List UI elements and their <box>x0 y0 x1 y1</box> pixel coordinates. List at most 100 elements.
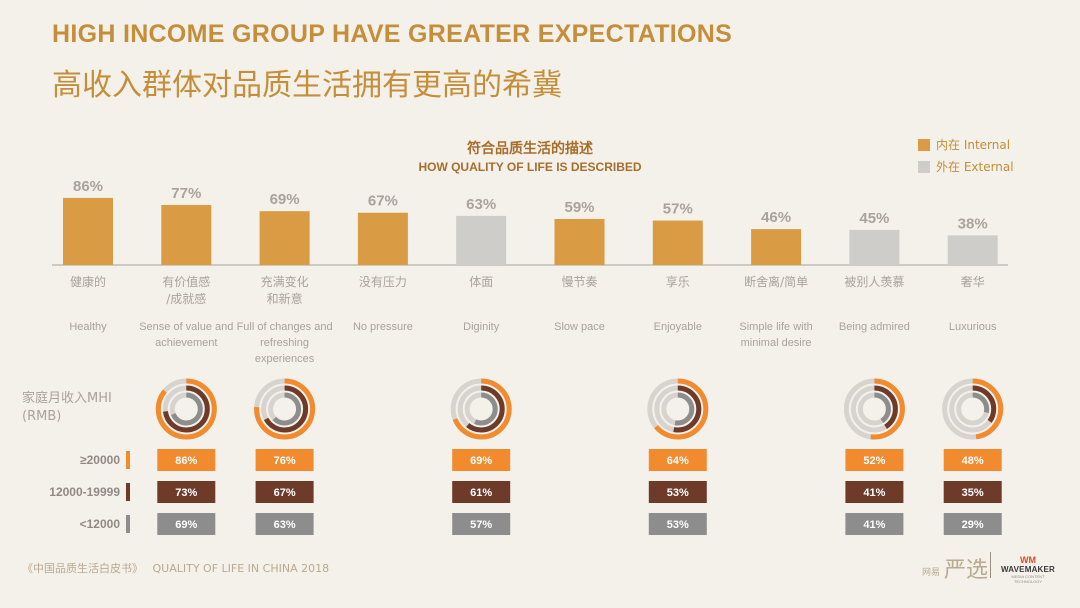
category-label-en: minimal desire <box>741 337 812 349</box>
income-value-label: 69% <box>175 519 197 531</box>
category-label-cn: 奢华 <box>961 275 985 289</box>
income-value-label: 57% <box>470 519 492 531</box>
bar-value-label: 46% <box>761 209 791 226</box>
category-label-cn: /成就感 <box>166 291 206 306</box>
income-value-label: 86% <box>175 455 197 467</box>
category-label-en: refreshing <box>260 337 309 349</box>
category-label-en: achievement <box>155 337 217 349</box>
income-value-box <box>648 481 707 503</box>
ring-progress <box>457 385 505 433</box>
wavemaker-mark: WM <box>1020 555 1036 565</box>
category-label-cn: 断舍离/简单 <box>744 274 808 289</box>
income-axis-label: (RMB) <box>22 409 61 424</box>
income-value-box <box>157 513 216 535</box>
income-value-label: 52% <box>863 455 885 467</box>
bar <box>161 204 212 265</box>
income-value-label: 64% <box>667 455 689 467</box>
bar <box>259 211 310 265</box>
ring-progress <box>254 378 316 440</box>
wavemaker-tagline: MEDIA CONTENT TECHNOLOGY <box>1011 574 1045 584</box>
bar-value-label: 45% <box>859 210 889 227</box>
income-value-label: 53% <box>667 487 689 499</box>
bar-value-label: 86% <box>73 178 103 195</box>
income-value-box <box>845 449 904 471</box>
bar-value-label: 38% <box>958 215 988 232</box>
bar-value-label: 59% <box>564 199 594 216</box>
yanxuan-logo-text: 严选 <box>944 558 989 583</box>
ring-progress <box>661 392 695 426</box>
ring-progress <box>942 378 1004 440</box>
bar <box>751 229 802 265</box>
ring-progress <box>464 392 498 426</box>
ring-progress <box>261 385 309 433</box>
ring-progress <box>654 385 702 433</box>
income-value-label: 67% <box>274 487 296 499</box>
ring-progress <box>949 385 997 433</box>
income-group-label: ≥20000 <box>80 453 120 467</box>
income-value-box <box>845 481 904 503</box>
category-label-cn: 没有压力 <box>359 274 407 289</box>
legend-internal-swatch <box>918 138 930 151</box>
ring-progress <box>450 378 512 440</box>
bar <box>63 197 113 265</box>
income-value-label: 63% <box>274 519 296 531</box>
income-value-box <box>452 481 511 503</box>
income-value-box <box>157 481 216 503</box>
income-value-box <box>255 449 314 471</box>
income-value-label: 76% <box>274 455 296 467</box>
bar <box>947 235 998 265</box>
income-value-box <box>648 449 707 471</box>
income-value-label: 53% <box>667 519 689 531</box>
income-value-label: 69% <box>470 455 492 467</box>
income-value-label: 41% <box>863 519 885 531</box>
income-value-box <box>943 449 1002 471</box>
category-label-en: Enjoyable <box>654 321 702 333</box>
legend-internal-label: 内在 Internal <box>936 138 1011 152</box>
category-label-en: Full of changes and <box>237 321 333 333</box>
ring-progress <box>647 378 709 440</box>
ring-progress <box>850 385 898 433</box>
bar <box>357 212 408 265</box>
income-value-label: 73% <box>175 487 197 499</box>
chart-title: 符合品质生活的描述 <box>467 141 593 157</box>
category-label-cn: 享乐 <box>666 274 690 289</box>
category-label-en: Slow pace <box>554 321 605 333</box>
bar <box>849 229 900 265</box>
income-group-label: <12000 <box>80 517 121 531</box>
income-value-box <box>157 449 216 471</box>
legend-external: 外在 External <box>918 158 1014 175</box>
income-value-label: 41% <box>863 487 885 499</box>
income-group-marker <box>126 515 130 533</box>
category-label-en: Sense of value and <box>139 321 233 333</box>
ring-progress <box>843 378 905 440</box>
ring-progress <box>155 378 217 440</box>
ring-progress <box>956 392 990 426</box>
bar-value-label: 77% <box>171 185 201 202</box>
bar-value-label: 69% <box>270 191 300 208</box>
footer-source: 《中国品质生活白皮书》 QUALITY OF LIFE IN CHINA 201… <box>22 560 329 576</box>
income-value-box <box>255 481 314 503</box>
income-value-label: 35% <box>962 487 984 499</box>
income-value-box <box>255 513 314 535</box>
income-value-box <box>845 513 904 535</box>
category-label-cn: 被别人羡慕 <box>844 274 904 289</box>
wavemaker-logo: WM WAVEMAKER MEDIA CONTENT TECHNOLOGY <box>998 555 1058 584</box>
bar <box>652 220 703 265</box>
legend-external-label: 外在 External <box>936 160 1014 174</box>
page-title-cn: 高收入群体对品质生活拥有更高的希冀 <box>52 68 562 103</box>
income-value-label: 48% <box>962 455 984 467</box>
income-group-label: 12000-19999 <box>49 485 120 499</box>
bar <box>554 218 605 265</box>
category-label-cn: 慢节奏 <box>561 275 597 289</box>
ring-progress <box>857 392 891 426</box>
bar-value-label: 57% <box>663 201 693 218</box>
income-value-box <box>648 513 707 535</box>
bar-value-label: 67% <box>368 193 398 210</box>
page-title-en: HIGH INCOME GROUP HAVE GREATER EXPECTATI… <box>52 20 733 48</box>
income-value-box <box>943 481 1002 503</box>
category-label-cn: 和新意 <box>267 291 303 306</box>
income-group-marker <box>126 483 130 501</box>
category-label-en: Simple life with <box>739 321 812 333</box>
wavemaker-name: WAVEMAKER <box>1000 565 1056 574</box>
